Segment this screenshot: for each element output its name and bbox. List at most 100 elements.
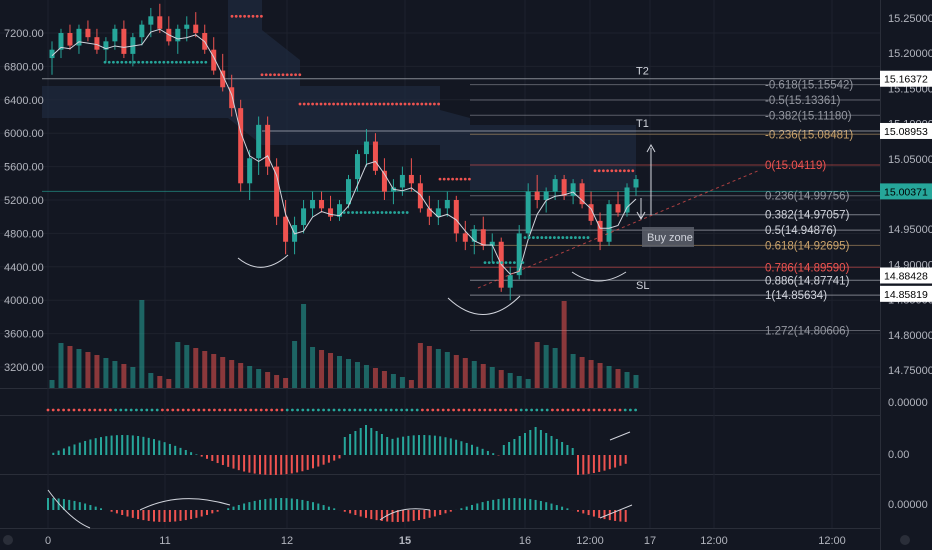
support-dot: [582, 236, 586, 239]
volume-bar: [471, 361, 477, 388]
signal-dot: [504, 408, 507, 412]
support-dot: [405, 211, 409, 214]
volume-bar: [606, 366, 612, 388]
signal-dot: [415, 408, 419, 412]
candle-body: [211, 49, 217, 71]
candle-body: [247, 158, 253, 184]
signal-dot: [577, 408, 580, 412]
right-axis-tick-label: 14.80000: [888, 330, 932, 342]
signal-dot: [343, 408, 346, 412]
candle-body: [561, 179, 567, 196]
fib-level-label: 0.886(14.87741): [765, 275, 850, 287]
signal-dot: [447, 408, 450, 412]
signal-dot: [431, 408, 435, 412]
candle-body: [345, 179, 351, 205]
volume-bar: [58, 343, 64, 388]
support-dot: [544, 236, 548, 239]
resistance-dot: [438, 177, 442, 181]
left-axis-tick-label: 3200.00: [4, 362, 44, 374]
signal-dot: [317, 408, 320, 412]
volume-bar: [328, 353, 334, 388]
resistance-dot: [463, 177, 467, 181]
candle-body: [103, 41, 109, 50]
left-axis-tick-label: 4000.00: [4, 295, 44, 307]
candle-body: [337, 204, 343, 217]
volume-bar: [85, 352, 91, 388]
support-dot: [166, 60, 170, 64]
signal-dot: [374, 408, 377, 412]
fib-level-label: 0.618(14.92695): [765, 240, 850, 252]
oscillator-line: [47, 489, 633, 529]
signal-dot: [306, 408, 310, 412]
signal-dot: [187, 408, 190, 412]
signal-dot: [514, 408, 518, 412]
support-dot: [145, 60, 149, 64]
support-dot: [557, 236, 560, 239]
support-dot: [384, 211, 388, 214]
signal-dot: [270, 408, 273, 412]
resistance-dot: [298, 73, 302, 77]
signal-dot: [597, 408, 601, 412]
candle-body: [265, 124, 271, 167]
volume-bar: [597, 363, 603, 388]
resistance-dot: [290, 73, 293, 77]
signal-dot: [426, 408, 429, 412]
signal-dot: [327, 408, 331, 412]
signal-dot: [322, 408, 325, 412]
volume-bar: [283, 378, 289, 388]
resistance-dot: [319, 102, 323, 106]
signal-dot: [608, 408, 611, 412]
support-dot: [196, 60, 199, 64]
volume-bar: [238, 363, 244, 388]
candle-body: [274, 166, 280, 217]
fib-level-label: 0.236(14.99756): [765, 191, 850, 203]
resistance-dot: [597, 169, 601, 173]
candle-body: [381, 170, 387, 192]
price-badge: [880, 183, 932, 200]
resistance-dot: [311, 102, 314, 106]
volume-bar: [49, 380, 55, 388]
candle-body: [507, 275, 513, 288]
signal-dot: [592, 408, 596, 412]
pattern-arc: [447, 295, 521, 315]
resistance-dot: [459, 177, 463, 181]
volume-bar: [211, 354, 217, 388]
signal-dot: [566, 408, 570, 412]
volume-bar: [390, 374, 396, 388]
volume-bar: [247, 366, 253, 388]
support-dot: [179, 60, 183, 64]
support-dot: [578, 236, 581, 239]
resistance-dot: [273, 73, 276, 77]
resistance-dot: [442, 177, 446, 181]
support-dot: [204, 60, 208, 64]
fib-level-label: 0(15.04119): [765, 160, 826, 172]
volume-bar: [256, 369, 262, 388]
support-dot: [183, 60, 187, 64]
candle-body: [579, 183, 585, 205]
candle-body: [543, 191, 549, 200]
support-dot: [389, 211, 392, 214]
resistance-dot: [260, 14, 263, 18]
candle-body: [157, 16, 163, 29]
volume-bar: [175, 342, 181, 388]
candle-body: [552, 179, 558, 192]
resistance-dot: [433, 102, 436, 106]
signal-dot: [452, 408, 455, 412]
volume-bar: [570, 354, 576, 388]
signal-dot: [571, 408, 575, 412]
resistance-dot: [281, 73, 285, 77]
support-dot: [124, 60, 128, 64]
support-dot: [141, 60, 145, 64]
volume-bar: [444, 352, 450, 388]
right-axis-tick-label: 15.05000: [888, 154, 932, 166]
fib-level-label: 1.272(14.80606): [765, 326, 850, 338]
resistance-dot: [424, 102, 428, 106]
support-dot: [103, 60, 107, 64]
support-dot: [112, 60, 115, 64]
volume-bar: [319, 350, 325, 388]
signal-dot: [613, 408, 617, 412]
support-dot: [527, 236, 531, 239]
support-dot: [170, 60, 174, 64]
target-label-t2: T2: [636, 66, 649, 78]
